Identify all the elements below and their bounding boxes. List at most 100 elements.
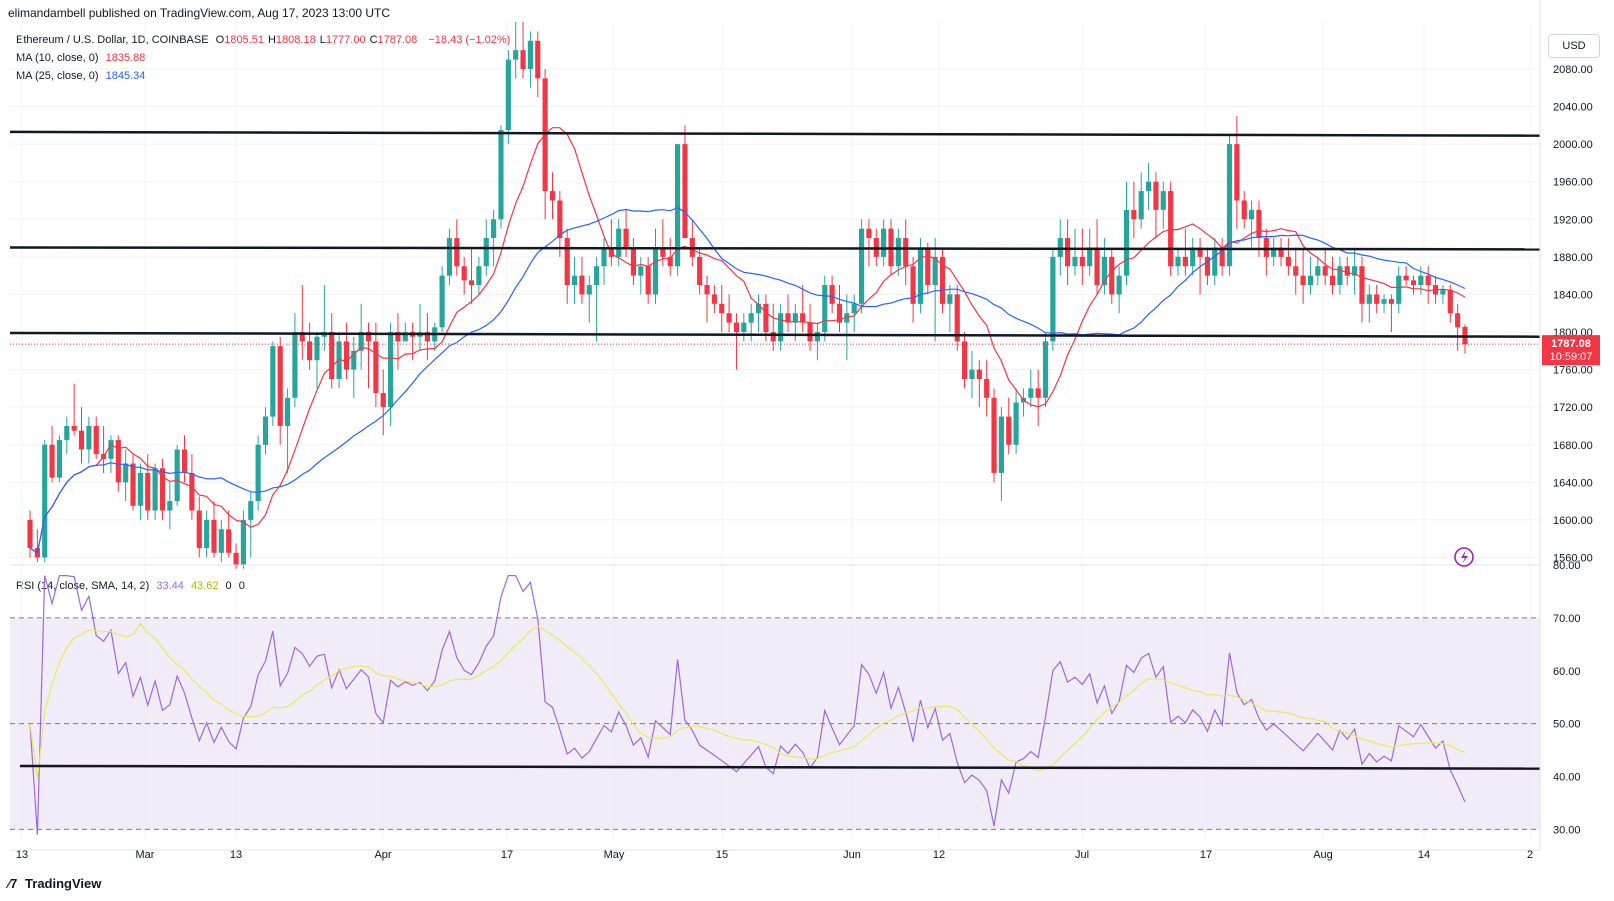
candle-body <box>778 313 784 342</box>
candle-body <box>1293 266 1299 276</box>
candle-body <box>1307 275 1314 286</box>
candle-body <box>1072 256 1078 267</box>
candle-body <box>527 40 533 69</box>
candle <box>402 322 408 342</box>
ma10-line <box>29 127 1466 554</box>
footer-brand[interactable]: ⁄7 TradingView <box>8 876 101 891</box>
rsi-legend[interactable]: RSI (14, close, SMA, 14, 2) 33.44 43.62 … <box>16 580 249 592</box>
candle-body <box>505 59 511 131</box>
candle <box>1410 275 1417 295</box>
candle-body <box>1138 191 1144 220</box>
candle <box>211 501 217 558</box>
currency-button[interactable]: USD <box>1548 34 1600 58</box>
ma25-legend[interactable]: MA (25, close, 0) 1845.34 <box>16 70 149 82</box>
rsi-tick-label: 80.00 <box>1553 560 1581 572</box>
candle <box>336 332 342 389</box>
candle-body <box>123 463 129 483</box>
symbol-title[interactable]: Ethereum / U.S. Dollar, 1D, COINBASE <box>16 34 209 46</box>
alert-icon[interactable] <box>1454 547 1474 567</box>
candle-body <box>336 341 342 379</box>
candle-body <box>498 130 504 220</box>
candle-body <box>601 247 607 267</box>
candle-body <box>483 238 489 267</box>
price-chart[interactable]: 2080.002040.002000.001960.001920.001880.… <box>0 0 1614 870</box>
candle <box>991 388 997 483</box>
price-badge-bg <box>1542 335 1600 366</box>
candle-body <box>284 397 291 426</box>
ohlc-label-O: O <box>215 34 225 46</box>
candle-body <box>314 336 320 361</box>
candle <box>292 313 298 408</box>
candle-body <box>1337 266 1343 286</box>
candle <box>329 313 335 389</box>
candle <box>645 256 651 304</box>
candle <box>226 510 232 558</box>
candle <box>410 322 416 361</box>
candle-body <box>1160 191 1166 210</box>
candle-body <box>571 275 578 286</box>
candle <box>1307 256 1314 295</box>
candle <box>1057 219 1063 276</box>
candle-body <box>917 247 924 304</box>
horizontal-level-line[interactable] <box>9 246 1541 251</box>
candle-body <box>218 529 224 553</box>
candle <box>549 172 556 220</box>
candle <box>932 238 938 342</box>
rsi-trendline[interactable] <box>19 764 1541 770</box>
price-tick-label: 1640.00 <box>1553 477 1593 489</box>
candle-body <box>881 228 887 257</box>
candle-body <box>969 369 975 379</box>
candle <box>130 454 136 511</box>
candle-body <box>64 425 70 441</box>
candle-body <box>954 294 960 342</box>
candle <box>1315 256 1321 286</box>
candle-body <box>1079 256 1085 267</box>
candle <box>623 209 629 257</box>
candle-body <box>851 303 857 314</box>
candle-body <box>1359 266 1365 304</box>
ma10-legend[interactable]: MA (10, close, 0) 1835.88 <box>16 52 149 64</box>
horizontal-level-line[interactable] <box>9 130 1541 137</box>
candle-body <box>49 444 55 478</box>
candle-body <box>513 50 519 60</box>
candle-body <box>476 266 482 286</box>
candle <box>1256 200 1262 257</box>
symbol-legend: Ethereum / U.S. Dollar, 1D, COINBASE O18… <box>16 34 514 46</box>
candle <box>351 336 357 398</box>
rsi-sma-value: 43.62 <box>190 580 219 592</box>
candle <box>851 294 857 333</box>
candle <box>697 247 703 295</box>
time-tick-label: 13 <box>16 849 28 861</box>
horizontal-level-line[interactable] <box>9 331 1541 338</box>
ohlc-label-C: C <box>369 34 378 46</box>
candle <box>1241 191 1247 229</box>
candle-body <box>594 266 600 286</box>
candle-body <box>1322 266 1328 276</box>
candle-body <box>270 346 276 417</box>
candle <box>1065 219 1071 286</box>
price-tick-label: 1760.00 <box>1553 365 1593 377</box>
candle <box>1101 238 1107 295</box>
candle <box>299 285 305 361</box>
candle-body <box>741 322 747 333</box>
candle <box>1204 247 1211 286</box>
candle <box>1153 172 1159 239</box>
candle-body <box>1440 289 1446 295</box>
ohlc-values: O1805.51 H1808.18 L1777.00 C1787.08 <box>216 34 422 46</box>
candle-body <box>697 256 703 286</box>
candle <box>1079 228 1085 286</box>
candle <box>270 341 276 426</box>
candle <box>770 303 776 351</box>
candle-body <box>424 332 430 342</box>
candle-body <box>1381 299 1387 304</box>
candle-body <box>1101 256 1107 286</box>
candle-body <box>1050 256 1056 342</box>
candle <box>71 383 77 436</box>
candle <box>711 285 717 314</box>
candle <box>108 435 114 473</box>
time-tick-label: 14 <box>1418 849 1430 861</box>
candle <box>27 510 33 558</box>
candle-body <box>1013 402 1019 445</box>
candle-body <box>1057 238 1063 257</box>
candles <box>27 22 1468 569</box>
